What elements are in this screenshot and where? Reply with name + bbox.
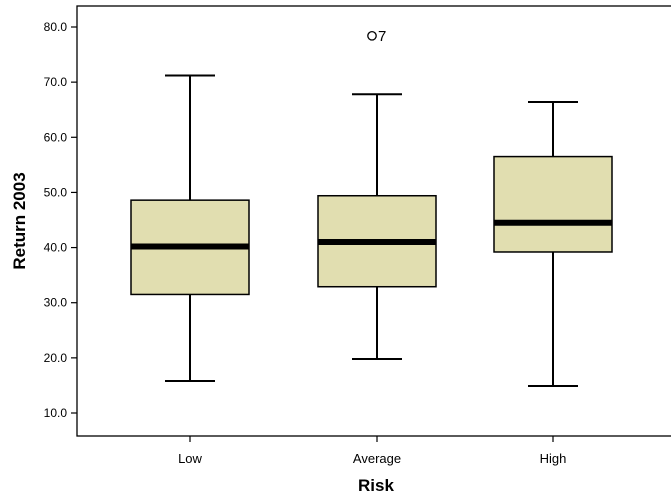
x-tick-label: High xyxy=(540,451,567,466)
x-axis-ticks: Low Average High xyxy=(178,436,566,466)
box-average xyxy=(317,93,437,360)
box-low xyxy=(130,74,250,383)
outlier-point xyxy=(367,30,377,41)
y-axis-ticks: 10.0 20.0 30.0 40.0 50.0 60.0 70.0 80.0 xyxy=(44,20,77,420)
y-tick-label: 30.0 xyxy=(44,296,68,310)
y-tick-label: 50.0 xyxy=(44,185,68,199)
y-tick-label: 80.0 xyxy=(44,20,68,34)
x-axis-title: Risk xyxy=(358,476,394,495)
outlier-label: 7 xyxy=(378,28,386,45)
x-tick-label: Low xyxy=(178,451,202,466)
x-tick-label: Average xyxy=(353,451,401,466)
y-tick-label: 20.0 xyxy=(44,351,68,365)
y-tick-label: 70.0 xyxy=(44,75,68,89)
iqr-box xyxy=(493,155,613,253)
y-tick-label: 60.0 xyxy=(44,130,68,144)
y-axis-title: Return 2003 xyxy=(10,172,29,269)
box-high xyxy=(493,100,613,387)
box-series xyxy=(130,74,613,387)
y-tick-label: 10.0 xyxy=(44,406,68,420)
outlier-points: 7 xyxy=(367,28,386,45)
y-tick-label: 40.0 xyxy=(44,241,68,255)
